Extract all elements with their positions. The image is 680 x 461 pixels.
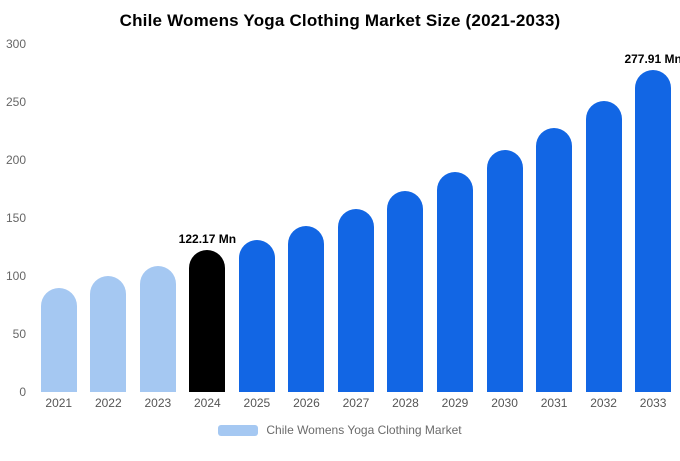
bar-2032 [585, 100, 622, 392]
bar-2029 [437, 171, 474, 392]
bar-column-2021 [34, 44, 84, 392]
x-tick-2031: 2031 [540, 396, 568, 410]
bar-column-2033: 277.91 Mn [624, 44, 680, 392]
bar-2031 [536, 127, 573, 392]
bar-column-2025 [232, 44, 282, 392]
bar-2021 [40, 287, 77, 392]
bar-column-2032 [579, 44, 629, 392]
bar-column-2027 [331, 44, 381, 392]
y-tick-200: 200 [5, 153, 26, 167]
bar-2023 [139, 265, 176, 392]
x-tick-2028: 2028 [392, 396, 419, 410]
x-tick-2022: 2022 [94, 396, 122, 410]
bar-column-2026 [282, 44, 332, 392]
legend-item[interactable]: Chile Womens Yoga Clothing Market [0, 423, 680, 437]
x-tick-2021: 2021 [45, 396, 73, 410]
y-tick-300: 300 [5, 37, 26, 51]
bar-2027 [337, 208, 374, 392]
legend-label: Chile Womens Yoga Clothing Market [266, 423, 462, 437]
x-tick-2027: 2027 [342, 396, 370, 410]
plot-area: 122.17 Mn 277.91 Mn [34, 44, 680, 392]
bar-2025 [238, 240, 275, 392]
x-tick-2030: 2030 [491, 396, 518, 410]
x-tick-2024: 2024 [194, 396, 221, 410]
data-label-2024: 122.17 Mn [178, 232, 237, 247]
bar-2028 [387, 191, 424, 392]
y-tick-250: 250 [5, 95, 26, 109]
x-tick-2032: 2032 [590, 396, 617, 410]
y-tick-150: 150 [5, 211, 26, 225]
bar-column-2022 [84, 44, 134, 392]
bar-2033 [635, 69, 672, 392]
bar-column-2028 [381, 44, 431, 392]
x-tick-2033: 2033 [639, 396, 667, 410]
x-tick-2026: 2026 [293, 396, 320, 410]
bar-2030 [486, 149, 523, 392]
y-tick-100: 100 [5, 269, 26, 283]
y-tick-0: 0 [19, 385, 26, 399]
bar-chart: 0 50 100 150 200 250 300 122.17 Mn 277.91 Mn [0, 37, 680, 399]
bar-column-2031 [529, 44, 579, 392]
bar-column-2023 [133, 44, 183, 392]
y-tick-50: 50 [12, 327, 26, 341]
data-label-2033: 277.91 Mn [624, 51, 680, 66]
chart-title: Chile Womens Yoga Clothing Market Size (… [119, 11, 561, 30]
x-axis: 2021 2022 2023 2024 2025 2026 2027 2028 2029 2030… [34, 392, 678, 414]
x-tick-2025: 2025 [243, 396, 271, 410]
legend-swatch [218, 424, 259, 436]
bar-2026 [288, 226, 325, 392]
bar-column-2030 [480, 44, 530, 392]
x-tick-2023: 2023 [144, 396, 172, 410]
bar-2024 [189, 250, 226, 392]
bar-column-2029 [430, 44, 480, 392]
x-tick-2029: 2029 [441, 396, 469, 410]
y-axis: 0 50 100 150 200 250 300 [0, 37, 34, 399]
bar-column-2024: 122.17 Mn [179, 44, 236, 392]
bar-2022 [90, 276, 127, 392]
